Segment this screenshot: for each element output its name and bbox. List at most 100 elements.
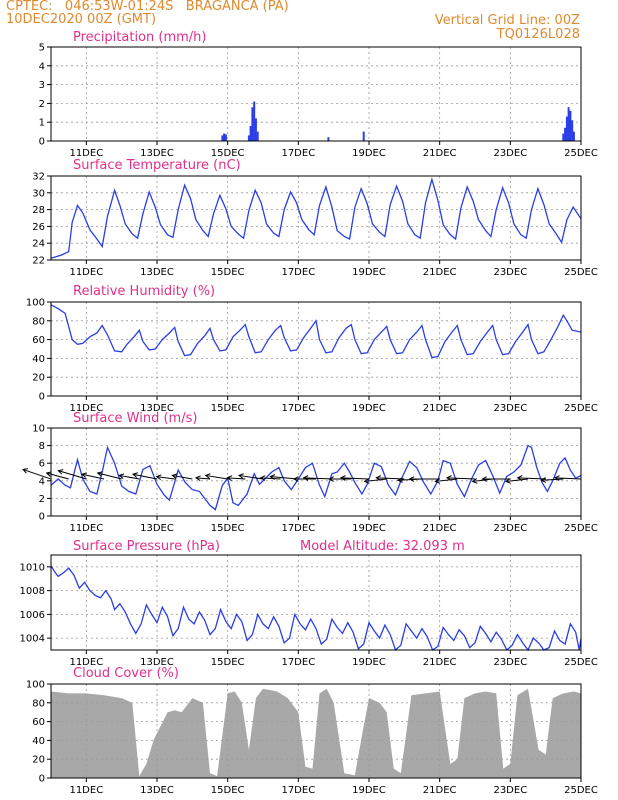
precip-bar-10 bbox=[362, 131, 365, 141]
rh-ytick-label: 100 bbox=[26, 298, 45, 309]
wind-arrow-30 bbox=[554, 477, 582, 480]
wind-ytick-label: 2 bbox=[39, 494, 45, 505]
rh-xtick-label: 13DEC bbox=[140, 403, 174, 414]
wind-arrow-11 bbox=[227, 477, 246, 480]
rh-title: Relative Humidity (%) bbox=[73, 284, 215, 299]
pres-xtick-label: 13DEC bbox=[140, 657, 174, 668]
wind-xtick-label: 15DEC bbox=[211, 523, 245, 534]
precip-bar-14 bbox=[567, 107, 570, 141]
precip-xtick-label: 23DEC bbox=[493, 148, 527, 159]
wind-ytick-label: 6 bbox=[39, 459, 45, 470]
header-date: 10DEC2020 00Z (GMT) bbox=[6, 12, 157, 27]
precip-xtick-label: 11DEC bbox=[69, 148, 103, 159]
rh-xtick-label: 21DEC bbox=[423, 403, 457, 414]
pres-ytick-label: 1010 bbox=[20, 562, 45, 573]
wind-ytick-label: 4 bbox=[39, 476, 45, 487]
temp-xtick-label: 11DEC bbox=[69, 267, 103, 278]
wind-arrow-head-7 bbox=[155, 474, 162, 480]
precip-ytick-label: 2 bbox=[39, 99, 45, 110]
temp-title: Surface Temperature (nC) bbox=[73, 158, 241, 173]
temp-ytick-label: 24 bbox=[32, 239, 45, 250]
wind-arrow-head-8 bbox=[171, 473, 178, 479]
wind-arrow-head-21 bbox=[396, 477, 403, 483]
precip-bar-15 bbox=[569, 110, 572, 141]
cloud-frame bbox=[50, 683, 582, 779]
wind-arrow-head-14 bbox=[269, 474, 276, 480]
wind-ytick-label: 10 bbox=[32, 424, 45, 435]
wind-arrow-head-26 bbox=[481, 476, 487, 482]
wind-arrow-head-23 bbox=[434, 478, 441, 484]
wind-arrow-6 bbox=[132, 473, 158, 480]
cloud-xtick-label: 11DEC bbox=[69, 785, 103, 796]
pres-xtick-label: 21DEC bbox=[423, 657, 457, 668]
wind-arrow-head-13 bbox=[259, 475, 266, 481]
pres-ytick-label: 1004 bbox=[20, 634, 45, 645]
rh-series-line bbox=[50, 304, 582, 359]
wind-arrow-head-3 bbox=[80, 472, 87, 478]
pres-xtick-label: 17DEC bbox=[281, 657, 315, 668]
rh-ytick-label: 0 bbox=[39, 392, 45, 403]
precip-xtick-label: 19DEC bbox=[352, 148, 386, 159]
wind-arrow-head-11 bbox=[226, 475, 233, 481]
wind-arrow-head-17 bbox=[328, 476, 334, 482]
precip-bar-13 bbox=[565, 116, 568, 141]
wind-arrow-7 bbox=[156, 476, 175, 480]
wind-arrow-1 bbox=[46, 472, 69, 480]
precip-bar-5 bbox=[251, 107, 254, 141]
rh-ytick-label: 80 bbox=[32, 316, 45, 327]
precip-bar-2 bbox=[224, 134, 227, 141]
precip-xtick-label: 17DEC bbox=[281, 148, 315, 159]
header-model: TQ0126L028 bbox=[496, 27, 580, 42]
wind-arrow-head-5 bbox=[118, 473, 125, 479]
wind-arrow-14 bbox=[270, 476, 299, 480]
pres-xtick-label: 11DEC bbox=[69, 657, 103, 668]
wind-arrow-5 bbox=[119, 474, 140, 480]
cloud-ytick-label: 100 bbox=[26, 680, 45, 691]
header-grid-note: Vertical Grid Line: 00Z bbox=[434, 13, 580, 28]
pres-xtick-label: 15DEC bbox=[211, 657, 245, 668]
wind-arrow-head-2 bbox=[57, 469, 64, 475]
temp-ytick-label: 32 bbox=[32, 172, 45, 183]
temp-xtick-label: 21DEC bbox=[423, 267, 457, 278]
wind-arrow-head-12 bbox=[237, 473, 244, 479]
cloud-ytick-label: 40 bbox=[32, 736, 45, 747]
wind-ytick-label: 8 bbox=[39, 441, 45, 452]
temp-xtick-label: 19DEC bbox=[352, 267, 386, 278]
rh-ytick-label: 60 bbox=[32, 335, 45, 346]
wind-xtick-label: 21DEC bbox=[423, 523, 457, 534]
wind-arrow-head-0 bbox=[22, 468, 29, 474]
wind-arrow-head-20 bbox=[375, 475, 382, 481]
pres-xtick-label: 25DEC bbox=[564, 657, 598, 668]
precip-ytick-label: 1 bbox=[39, 118, 45, 129]
wind-xtick-label: 23DEC bbox=[493, 523, 527, 534]
temp-xtick-label: 25DEC bbox=[564, 267, 598, 278]
cloud-xtick-label: 13DEC bbox=[140, 785, 174, 796]
pres-title: Surface Pressure (hPa) bbox=[73, 539, 220, 554]
precip-bar-3 bbox=[247, 135, 250, 141]
precip-ytick-label: 5 bbox=[39, 43, 45, 54]
temp-frame bbox=[50, 175, 582, 261]
wind-arrow-29 bbox=[541, 478, 564, 481]
wind-arrow-18 bbox=[340, 477, 370, 480]
cloud-ytick-label: 80 bbox=[32, 698, 45, 709]
temp-xtick-label: 13DEC bbox=[140, 267, 174, 278]
precip-xtick-label: 15DEC bbox=[211, 148, 245, 159]
wind-arrow-8 bbox=[172, 474, 193, 480]
wind-arrow-head-19 bbox=[363, 478, 370, 484]
temp-xtick-label: 23DEC bbox=[493, 267, 527, 278]
rh-xtick-label: 11DEC bbox=[69, 403, 103, 414]
precip-bar-11 bbox=[562, 133, 565, 141]
precip-bar-6 bbox=[253, 101, 256, 141]
rh-ytick-label: 40 bbox=[32, 354, 45, 365]
wind-ytick-label: 0 bbox=[39, 512, 45, 523]
pres-frame bbox=[50, 554, 582, 651]
cloud-ytick-label: 60 bbox=[32, 717, 45, 728]
wind-arrow-head-25 bbox=[471, 478, 478, 484]
temp-ytick-label: 22 bbox=[32, 256, 45, 267]
wind-arrow-head-27 bbox=[504, 478, 511, 484]
cloud-xtick-label: 23DEC bbox=[493, 785, 527, 796]
wind-arrow-24 bbox=[446, 477, 476, 480]
wind-arrow-19 bbox=[364, 478, 387, 482]
precip-ytick-label: 0 bbox=[39, 137, 45, 148]
precip-xtick-label: 25DEC bbox=[564, 148, 598, 159]
